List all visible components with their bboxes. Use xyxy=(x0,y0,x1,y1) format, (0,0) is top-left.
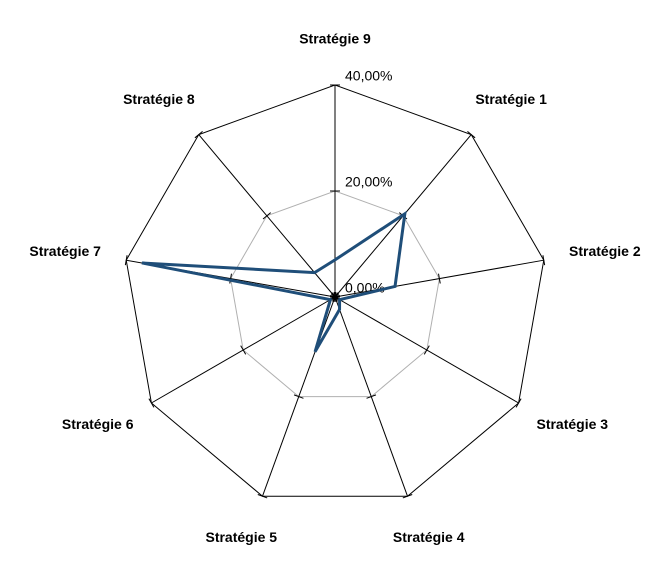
category-label: Stratégie 9 xyxy=(299,31,371,47)
tick-mark xyxy=(423,345,430,355)
tick-mark xyxy=(229,273,232,284)
tick-mark xyxy=(366,394,377,399)
category-label: Stratégie 4 xyxy=(393,529,465,545)
tick-mark xyxy=(467,131,476,139)
tick-mark xyxy=(293,394,304,399)
r-tick-label: 40,00% xyxy=(345,68,392,84)
grid-ring xyxy=(125,84,545,497)
tick-mark xyxy=(124,255,128,266)
tick-mark xyxy=(262,212,272,220)
r-tick-label: 20,00% xyxy=(345,174,392,190)
category-label: Stratégie 1 xyxy=(475,91,547,107)
category-label: Stratégie 2 xyxy=(569,243,641,259)
tick-mark xyxy=(194,131,203,139)
category-label: Stratégie 3 xyxy=(536,416,608,432)
category-label: Stratégie 7 xyxy=(29,243,101,259)
series-line xyxy=(141,210,407,353)
category-label: Stratégie 8 xyxy=(123,91,195,107)
grid-ring xyxy=(230,190,440,398)
tick-mark xyxy=(402,494,413,499)
category-label: Stratégie 5 xyxy=(205,529,277,545)
tick-mark xyxy=(148,398,155,408)
category-label: Stratégie 6 xyxy=(62,416,134,432)
tick-mark xyxy=(240,345,247,355)
tick-mark xyxy=(438,273,441,284)
tick-mark xyxy=(515,398,522,408)
tick-mark xyxy=(257,494,268,499)
tick-mark xyxy=(542,255,546,266)
